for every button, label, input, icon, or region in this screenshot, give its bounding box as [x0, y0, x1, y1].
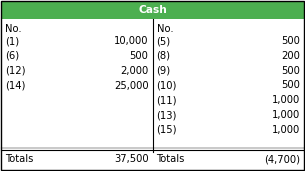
Text: (9): (9) — [156, 66, 170, 76]
Text: 37,500: 37,500 — [114, 154, 149, 164]
Text: No.: No. — [5, 24, 22, 34]
Text: 500: 500 — [281, 81, 300, 90]
Text: Totals: Totals — [156, 154, 185, 164]
Text: 2,000: 2,000 — [120, 66, 149, 76]
Text: 200: 200 — [281, 51, 300, 61]
Text: 500: 500 — [281, 66, 300, 76]
Text: 1,000: 1,000 — [272, 95, 300, 105]
Text: 500: 500 — [281, 36, 300, 46]
Text: (8): (8) — [156, 51, 170, 61]
Text: (13): (13) — [156, 110, 177, 120]
Text: 10,000: 10,000 — [114, 36, 149, 46]
Text: No.: No. — [156, 24, 173, 34]
Text: (10): (10) — [156, 81, 177, 90]
Text: (5): (5) — [156, 36, 170, 46]
Text: 1,000: 1,000 — [272, 125, 300, 135]
Text: 25,000: 25,000 — [114, 81, 149, 90]
Text: Cash: Cash — [138, 5, 167, 15]
Text: (11): (11) — [156, 95, 177, 105]
Text: (1): (1) — [5, 36, 19, 46]
Text: (14): (14) — [5, 81, 25, 90]
Text: 500: 500 — [130, 51, 149, 61]
Text: (15): (15) — [156, 125, 177, 135]
Text: Totals: Totals — [5, 154, 33, 164]
Text: (4,700): (4,700) — [264, 154, 300, 164]
Text: 1,000: 1,000 — [272, 110, 300, 120]
Text: (12): (12) — [5, 66, 26, 76]
Bar — [1, 1, 304, 19]
Text: (6): (6) — [5, 51, 19, 61]
